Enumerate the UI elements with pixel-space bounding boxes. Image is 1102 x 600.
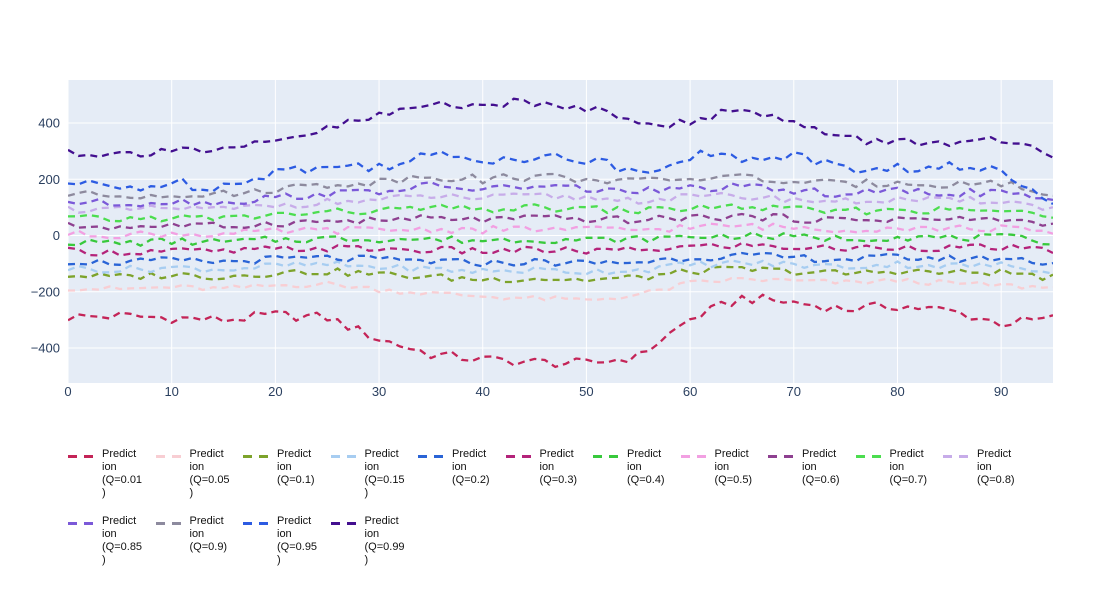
legend-label: Predict ion (Q=0.4) <box>627 448 665 486</box>
legend-label: Predict ion (Q=0.9) <box>189 515 228 553</box>
legend: Predict ion (Q=0.01 ) Predict ion (Q=0.05… <box>0 0 1102 566</box>
y-tick-label: 0 <box>53 228 60 243</box>
legend-label: Predict ion (Q=0.99 ) <box>364 515 405 566</box>
series-line-prediction-q-0.2- <box>68 251 1053 268</box>
legend-item-prediction-q-0.2-[interactable]: Predict ion (Q=0.2) <box>418 448 490 487</box>
x-tick-label: 30 <box>372 384 386 399</box>
y-tick-label: −200 <box>31 284 60 299</box>
legend-label: Predict ion (Q=0.2) <box>452 448 490 486</box>
legend-dash-icon <box>943 455 969 458</box>
series-line-prediction-q-0.3- <box>68 241 1053 257</box>
x-tick-label: 80 <box>890 384 904 399</box>
y-tick-label: 200 <box>38 172 60 187</box>
series-line-prediction-q-0.9- <box>68 172 1053 200</box>
legend-item-prediction-q-0.1-[interactable]: Predict ion (Q=0.1) <box>243 448 315 487</box>
legend-label: Predict ion (Q=0.95 ) <box>277 515 318 566</box>
legend-label: Predict ion (Q=0.85 ) <box>102 515 143 566</box>
legend-dash-icon <box>768 455 794 458</box>
legend-dash-icon <box>505 455 532 458</box>
series-line-prediction-q-0.15- <box>68 259 1053 276</box>
x-tick-label: 0 <box>64 384 71 399</box>
legend-item-prediction-q-0.9-[interactable]: Predict ion (Q=0.9) <box>155 515 228 554</box>
legend-dash-icon <box>330 522 357 525</box>
legend-item-prediction-q-0.05-[interactable]: Predict ion (Q=0.05 ) <box>155 448 230 500</box>
series-line-prediction-q-0.7- <box>68 203 1053 223</box>
legend-dash-icon <box>155 455 182 458</box>
legend-label: Predict ion (Q=0.7) <box>889 448 928 486</box>
series-line-prediction-q-0.6- <box>68 212 1053 231</box>
series-line-prediction-q-0.1- <box>68 265 1053 284</box>
legend-item-prediction-q-0.3-[interactable]: Predict ion (Q=0.3) <box>505 448 578 487</box>
legend-item-prediction-q-0.5-[interactable]: Predict ion (Q=0.5) <box>680 448 753 487</box>
x-tick-label: 20 <box>268 384 282 399</box>
legend-dash-icon <box>680 455 707 458</box>
legend-dash-icon <box>418 455 444 458</box>
legend-item-prediction-q-0.6-[interactable]: Predict ion (Q=0.6) <box>768 448 840 487</box>
series-line-prediction-q-0.01- <box>68 293 1053 369</box>
x-tick-label: 60 <box>683 384 697 399</box>
legend-label: Predict ion (Q=0.01 ) <box>102 448 143 499</box>
legend-dash-icon <box>855 455 882 458</box>
x-tick-label: 40 <box>476 384 490 399</box>
series-line-prediction-q-0.99- <box>68 97 1053 159</box>
legend-item-prediction-q-0.8-[interactable]: Predict ion (Q=0.8) <box>943 448 1015 487</box>
legend-label: Predict ion (Q=0.6) <box>802 448 840 486</box>
legend-dash-icon <box>68 455 94 458</box>
legend-item-prediction-q-0.99-[interactable]: Predict ion (Q=0.99 ) <box>330 515 405 567</box>
series-line-prediction-q-0.8- <box>68 191 1053 214</box>
legend-dash-icon <box>68 522 94 525</box>
legend-dash-icon <box>593 455 619 458</box>
legend-label: Predict ion (Q=0.15 ) <box>364 448 405 499</box>
x-tick-label: 90 <box>994 384 1008 399</box>
plot-background <box>68 80 1053 383</box>
legend-item-prediction-q-0.4-[interactable]: Predict ion (Q=0.4) <box>593 448 665 487</box>
y-tick-label: 400 <box>38 116 60 131</box>
x-tick-label: 10 <box>164 384 178 399</box>
series-line-prediction-q-0.95- <box>68 149 1053 206</box>
series-line-prediction-q-0.4- <box>68 231 1053 247</box>
legend-label: Predict ion (Q=0.8) <box>977 448 1015 486</box>
legend-item-prediction-q-0.01-[interactable]: Predict ion (Q=0.01 ) <box>68 448 142 500</box>
legend-item-prediction-q-0.15-[interactable]: Predict ion (Q=0.15 ) <box>330 448 405 500</box>
legend-dash-icon <box>243 522 269 525</box>
legend-dash-icon <box>330 455 357 458</box>
legend-item-prediction-q-0.95-[interactable]: Predict ion (Q=0.95 ) <box>243 515 317 567</box>
legend-label: Predict ion (Q=0.5) <box>714 448 753 486</box>
series-line-prediction-q-0.85- <box>68 181 1053 208</box>
legend-label: Predict ion (Q=0.05 ) <box>189 448 230 499</box>
legend-label: Predict ion (Q=0.3) <box>539 448 578 486</box>
legend-label: Predict ion (Q=0.1) <box>277 448 315 486</box>
legend-item-prediction-q-0.85-[interactable]: Predict ion (Q=0.85 ) <box>68 515 142 567</box>
x-tick-label: 70 <box>787 384 801 399</box>
series-line-prediction-q-0.5- <box>68 222 1053 240</box>
legend-dash-icon <box>155 522 182 525</box>
x-tick-label: 50 <box>579 384 593 399</box>
y-tick-label: −400 <box>31 341 60 356</box>
legend-dash-icon <box>243 455 269 458</box>
plot-area: 0 10 20 30 40 50 60 70 80 90 400 200 0 −200 −400 <box>31 80 1053 399</box>
legend-item-prediction-q-0.7-[interactable]: Predict ion (Q=0.7) <box>855 448 928 487</box>
